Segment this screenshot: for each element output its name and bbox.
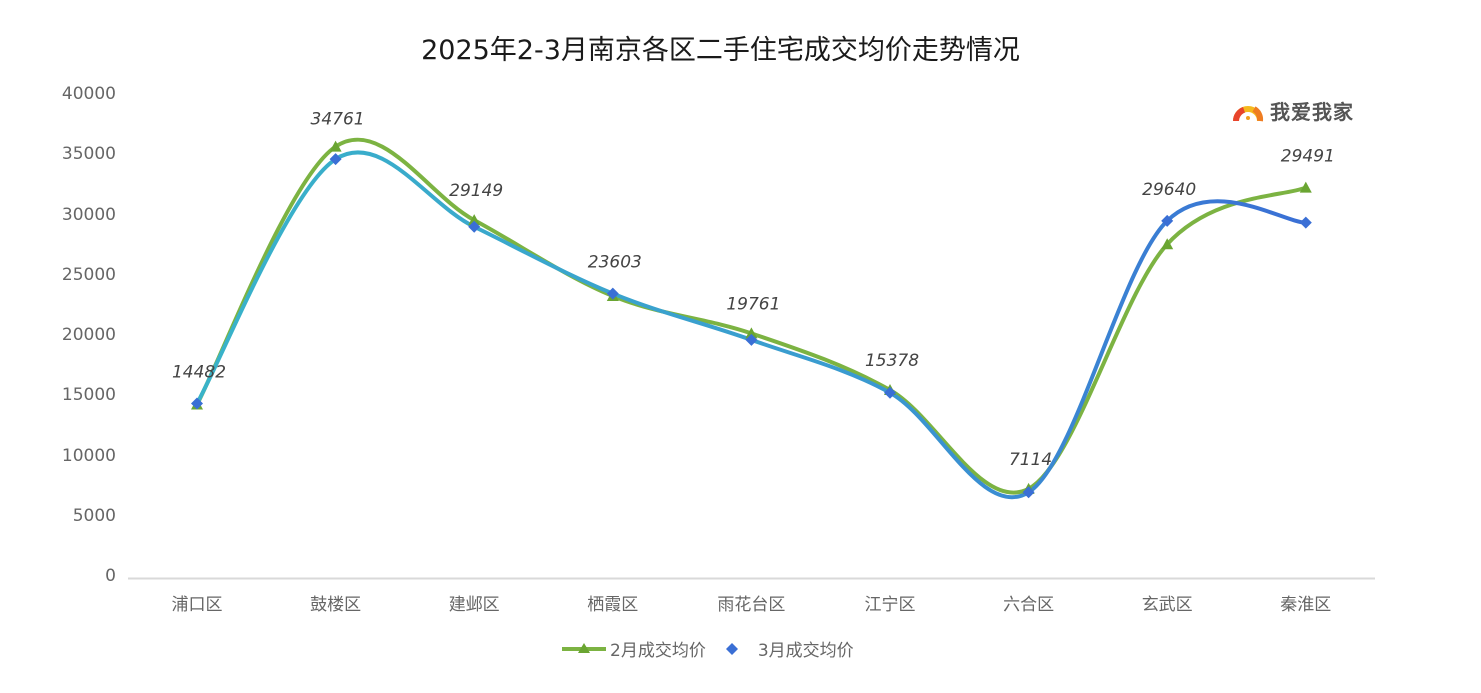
x-tick-label: 建邺区 <box>448 595 500 615</box>
data-labels: 14482 34761 29149 23603 19761 15378 7114 29640 2… <box>172 110 1335 470</box>
triangle-marker-icon <box>562 642 606 653</box>
x-tick-label: 浦口区 <box>171 595 223 615</box>
legend: 2月成交均价 3月成交均价 <box>562 636 854 661</box>
diamond-marker <box>468 220 481 233</box>
data-label: 15378 <box>865 351 919 371</box>
data-label: 7114 <box>1009 450 1052 470</box>
y-tick-label: 20000 <box>61 325 116 345</box>
series-line-mar <box>195 150 1306 500</box>
x-tick-label: 江宁区 <box>864 595 916 615</box>
diamond-marker <box>191 397 203 410</box>
chart-title: 2025年2-3月南京各区二手住宅成交均价走势情况 <box>421 35 1020 66</box>
legend-item-feb[interactable]: 2月成交均价 <box>562 636 706 661</box>
diamond-marker <box>884 386 896 399</box>
triangle-marker <box>329 140 342 152</box>
data-label: 34761 <box>311 110 365 130</box>
triangle-marker <box>468 214 481 226</box>
y-tick-label: 25000 <box>61 264 116 285</box>
diamond-marker <box>1161 214 1174 227</box>
diamond-marker <box>329 153 342 166</box>
y-tick-label: 30000 <box>61 204 116 225</box>
y-tick-label: 40000 <box>61 84 116 104</box>
y-tick-label: 0 <box>105 566 116 586</box>
legend-label-feb: 2月成交均价 <box>610 641 706 661</box>
brand-logo: 我爱我家 <box>1232 96 1354 125</box>
series-line-feb <box>195 137 1307 495</box>
logo-text: 我爱我家 <box>1270 100 1354 124</box>
triangle-marker <box>1299 181 1312 193</box>
data-label: 19761 <box>726 294 780 314</box>
data-label: 29149 <box>449 181 503 201</box>
markers-mar <box>191 153 1312 499</box>
triangle-marker <box>745 327 758 339</box>
diamond-marker <box>745 333 758 346</box>
y-tick-label: 15000 <box>61 385 116 406</box>
y-tick-label: 10000 <box>61 445 116 466</box>
diamond-marker-icon <box>709 642 754 655</box>
data-label: 23603 <box>588 253 642 273</box>
data-label: 29491 <box>1281 147 1335 167</box>
house-logo-icon <box>1233 105 1264 121</box>
legend-item-mar[interactable]: 3月成交均价 <box>709 636 854 661</box>
x-tick-label: 雨花台区 <box>717 595 786 615</box>
x-tick-label: 鼓楼区 <box>310 595 362 615</box>
data-label: 29640 <box>1142 180 1196 200</box>
diamond-marker <box>1022 486 1035 499</box>
y-tick-label: 35000 <box>61 144 116 165</box>
x-tick-label: 玄武区 <box>1141 595 1193 615</box>
y-tick-label: 5000 <box>72 505 116 526</box>
diamond-marker <box>606 287 619 300</box>
triangle-marker <box>1161 238 1174 250</box>
x-tick-label: 秦淮区 <box>1280 595 1332 615</box>
data-label: 14482 <box>172 362 226 382</box>
x-tick-label: 栖霞区 <box>587 595 639 615</box>
diamond-marker <box>1299 216 1312 229</box>
x-tick-label: 六合区 <box>1003 595 1055 615</box>
legend-label-mar: 3月成交均价 <box>757 641 854 661</box>
